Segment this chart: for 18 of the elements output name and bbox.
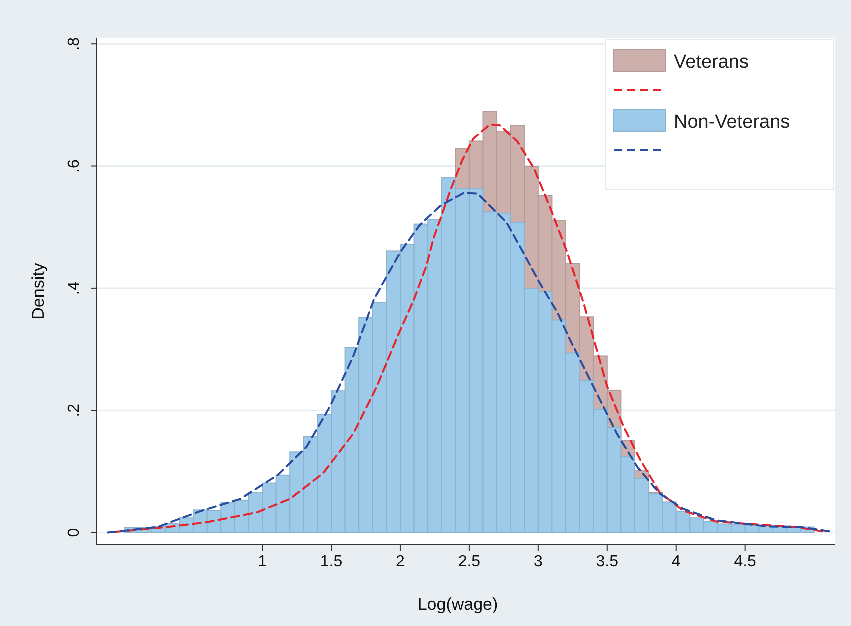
x-tick-label: 4 — [672, 553, 681, 570]
x-tick-label: 1.5 — [320, 553, 343, 570]
x-tick-label: 3.5 — [596, 553, 619, 570]
y-tick-label: .6 — [66, 160, 83, 173]
legend-label: Veterans — [674, 52, 749, 73]
legend-label: Non-Veterans — [674, 112, 790, 133]
y-tick-label: 0 — [66, 528, 83, 538]
y-axis-title: Density — [29, 262, 48, 320]
x-axis-title: Log(wage) — [418, 595, 498, 614]
x-tick-label: 1 — [258, 553, 268, 570]
x-tick-label: 3 — [534, 553, 543, 570]
y-tick-label: .4 — [66, 282, 83, 296]
y-tick-label: .8 — [66, 37, 83, 51]
y-tick-label: .2 — [66, 404, 83, 418]
x-tick-label: 2 — [396, 553, 406, 570]
x-tick-label: 4.5 — [734, 553, 757, 570]
x-tick-label: 2.5 — [458, 553, 481, 570]
line-series — [107, 192, 830, 534]
